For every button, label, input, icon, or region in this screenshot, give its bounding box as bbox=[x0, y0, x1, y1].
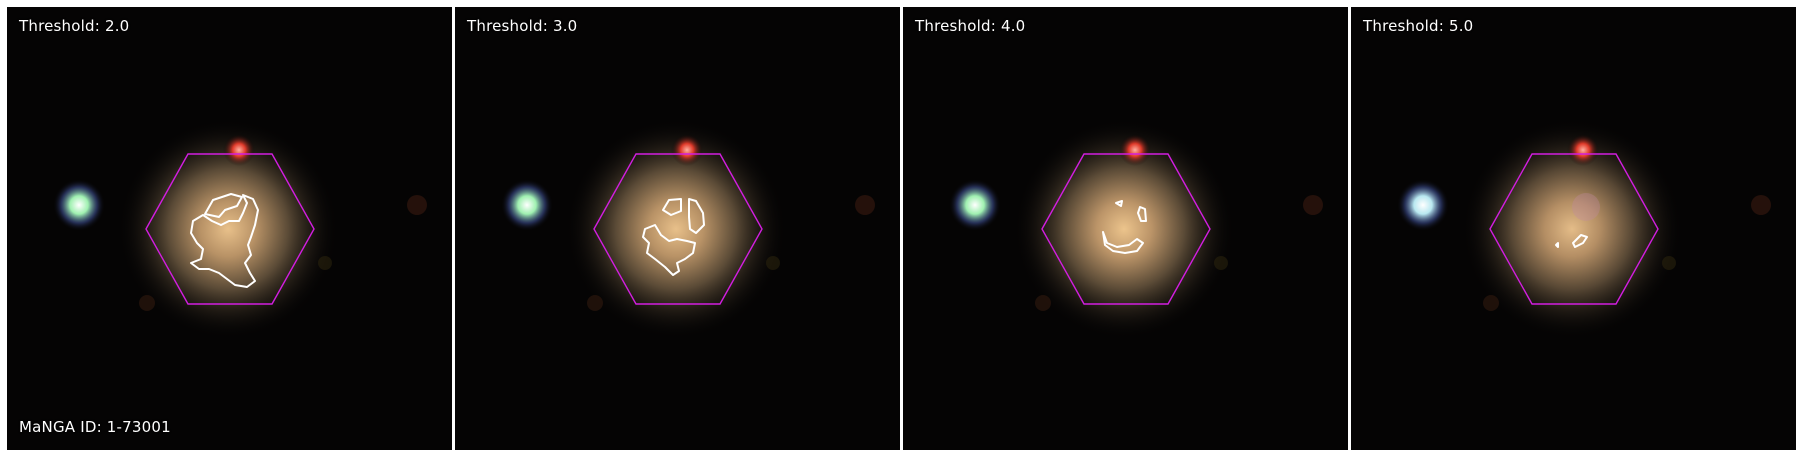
threshold-label: Threshold: 3.0 bbox=[467, 17, 578, 35]
threshold-label: Threshold: 4.0 bbox=[915, 17, 1026, 35]
ifu-hexagon bbox=[1489, 153, 1659, 305]
star bbox=[53, 179, 105, 231]
ifu-hexagon bbox=[145, 153, 315, 305]
star bbox=[671, 134, 703, 166]
star bbox=[1119, 134, 1151, 166]
panel-threshold-2: Threshold: 2.0 MaNGA ID: 1-73001 bbox=[7, 7, 452, 450]
star bbox=[223, 134, 255, 166]
panel-threshold-4: Threshold: 4.0 bbox=[903, 7, 1348, 450]
star bbox=[1397, 179, 1449, 231]
galaxy-image bbox=[1351, 7, 1796, 450]
galaxy-image bbox=[455, 7, 900, 450]
star bbox=[1567, 134, 1599, 166]
ifu-hexagon bbox=[593, 153, 763, 305]
threshold-label: Threshold: 2.0 bbox=[19, 17, 130, 35]
contour-lines bbox=[1555, 234, 1588, 248]
star bbox=[501, 179, 553, 231]
star bbox=[949, 179, 1001, 231]
manga-id-label: MaNGA ID: 1-73001 bbox=[19, 418, 171, 436]
galaxy-image bbox=[7, 7, 452, 450]
panel-threshold-3: Threshold: 3.0 bbox=[455, 7, 900, 450]
contour-lines bbox=[1102, 200, 1147, 254]
contour-lines bbox=[190, 193, 259, 288]
threshold-label: Threshold: 5.0 bbox=[1363, 17, 1474, 35]
ifu-hexagon bbox=[1041, 153, 1211, 305]
panel-threshold-5: Threshold: 5.0 bbox=[1351, 7, 1796, 450]
contour-lines bbox=[642, 198, 705, 276]
galaxy-image bbox=[903, 7, 1348, 450]
